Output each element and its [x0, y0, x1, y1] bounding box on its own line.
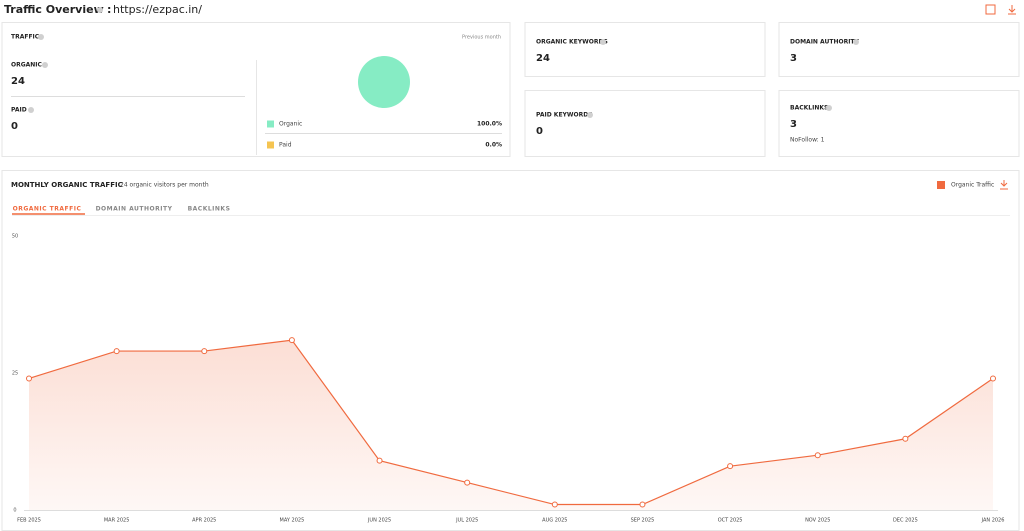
period: Previous month — [462, 35, 501, 41]
x-tick-label: FEB 2025 — [17, 518, 41, 524]
x-tick-label: SEP 2025 — [631, 518, 655, 524]
chart-tab[interactable]: ORGANIC TRAFFIC — [13, 206, 82, 213]
legend-swatch — [267, 141, 274, 149]
paid-keywords-card — [524, 90, 766, 157]
x-tick-label: APR 2025 — [192, 518, 216, 524]
point[interactable] — [376, 457, 383, 464]
value-label: 0.0% — [485, 142, 502, 149]
x-tick-label: DEC 2025 — [893, 518, 918, 524]
card-value: 0 — [536, 126, 543, 137]
card-value: 3 — [790, 53, 797, 64]
card-label: TRAFFIC — [11, 34, 40, 41]
page-title: Traffic Overview — [4, 3, 104, 16]
point[interactable] — [990, 375, 996, 382]
x-tick-label: MAR 2025 — [104, 518, 130, 524]
point[interactable] — [26, 375, 32, 382]
nofollow: NoFollow: 1 — [790, 137, 825, 144]
card-label: DOMAIN AUTHORITY — [790, 39, 860, 46]
legend-swatch — [937, 181, 945, 189]
info-icon — [853, 39, 859, 45]
area — [29, 340, 993, 510]
card-value: 24 — [536, 53, 550, 64]
chart-title: MONTHLY ORGANIC TRAFFIC — [11, 181, 123, 189]
point[interactable] — [814, 452, 821, 459]
info-icon — [97, 7, 103, 13]
point[interactable] — [902, 435, 909, 442]
card-label: ORGANIC KEYWORDS — [536, 39, 608, 46]
x-tick-label: NOV 2025 — [805, 518, 830, 524]
card-label: PAID KEYWORDS — [536, 112, 593, 119]
legend-label[interactable]: Organic Traffic — [951, 182, 994, 189]
info-icon — [826, 105, 832, 111]
info-icon — [600, 39, 606, 45]
point[interactable] — [288, 337, 295, 344]
x-tick-label: AUG 2025 — [542, 518, 567, 524]
info-icon — [28, 107, 34, 113]
x-tick-label: OCT 2025 — [718, 518, 743, 524]
legend-label: Paid — [279, 142, 292, 149]
point[interactable] — [464, 479, 471, 486]
chart-tab[interactable]: DOMAIN AUTHORITY — [96, 206, 173, 213]
y-tick-label: 0 — [13, 508, 16, 514]
download-icon[interactable] — [1008, 5, 1016, 15]
info-icon — [42, 62, 48, 68]
chart-tab[interactable]: BACKLINKS — [188, 206, 231, 213]
x-tick-label: JAN 2026 — [981, 518, 1005, 524]
download-icon[interactable] — [1000, 180, 1008, 190]
point[interactable] — [113, 348, 120, 355]
y-tick-label: 50 — [12, 234, 18, 240]
separator: : — [107, 3, 111, 16]
card-value: 3 — [790, 119, 797, 130]
point[interactable] — [551, 501, 558, 508]
info-icon — [38, 34, 44, 40]
point[interactable] — [727, 463, 734, 470]
card-label: ORGANIC — [11, 62, 43, 69]
edit-icon[interactable] — [985, 4, 996, 15]
card-label: BACKLINKS — [790, 105, 828, 112]
x-tick-label: JUN 2025 — [367, 518, 391, 524]
x-tick-label: JUL 2025 — [455, 518, 478, 524]
organic-keywords-card — [524, 22, 766, 77]
chart-subtitle: 24 organic visitors per month — [120, 182, 209, 189]
x-tick-label: MAY 2025 — [280, 518, 305, 524]
point[interactable] — [639, 501, 646, 508]
card-label: PAID — [11, 107, 27, 114]
backlinks-card — [778, 90, 1020, 157]
legend-swatch — [267, 120, 274, 128]
domain-authority-card — [778, 22, 1020, 77]
card-value: 0 — [11, 121, 18, 132]
value-label: 100.0% — [477, 121, 502, 128]
info-icon — [587, 112, 593, 118]
y-tick-label: 25 — [12, 371, 18, 377]
legend-label: Organic — [279, 121, 302, 128]
pie-slice — [358, 56, 410, 108]
url: https://ezpac.in/ — [113, 3, 202, 16]
card-value: 24 — [11, 76, 25, 87]
line — [28, 339, 994, 506]
point[interactable] — [201, 348, 208, 355]
